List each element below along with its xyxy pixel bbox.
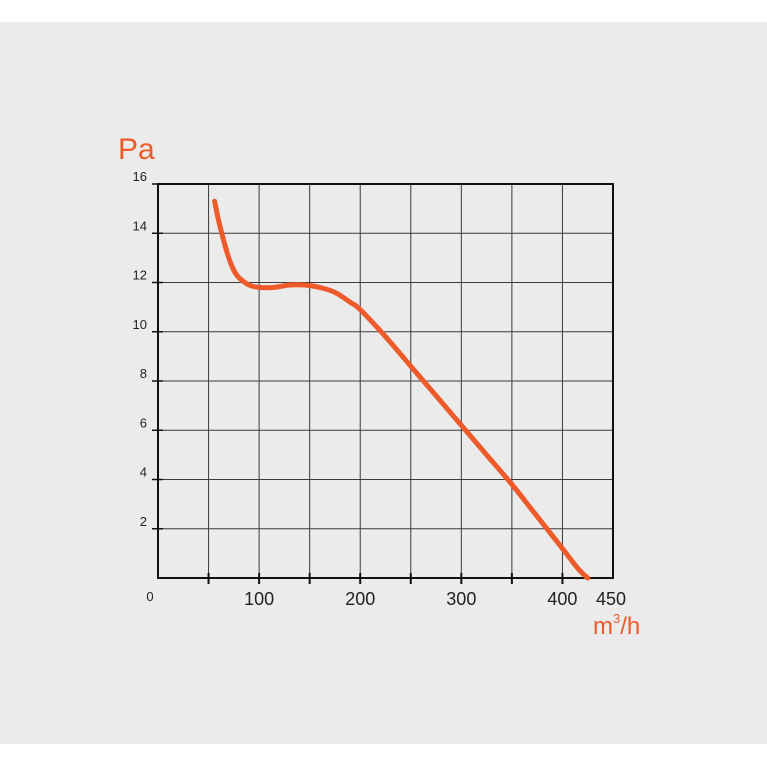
- y-tick-label: 4: [140, 465, 147, 480]
- x-unit-suffix: /h: [620, 613, 640, 640]
- series-layer: [212, 198, 591, 581]
- series-line-pressure-curve: [212, 198, 591, 581]
- y-tick-label: 8: [140, 366, 147, 381]
- y-tick-label: 12: [133, 268, 147, 283]
- x-tick-label: 0: [146, 589, 153, 604]
- y-tick-label: 6: [140, 415, 147, 430]
- x-tick-label: 300: [446, 589, 476, 609]
- x-tick-label: 400: [547, 589, 577, 609]
- chart-background: [0, 22, 767, 744]
- y-tick-label: 16: [133, 169, 147, 184]
- x-axis-ticks: 0 100 200 300 400 450: [146, 573, 626, 609]
- x-tick-label: 450: [596, 589, 626, 609]
- y-axis-unit-label: Pa: [118, 133, 155, 166]
- x-axis-unit-label: m3/h: [593, 611, 640, 640]
- x-tick-label: 100: [244, 589, 274, 609]
- x-tick-label: 200: [345, 589, 375, 609]
- y-tick-label: 14: [133, 218, 147, 233]
- y-tick-label: 10: [133, 317, 147, 332]
- y-axis-ticks: 2 4 6 8 10 12 14 16: [133, 169, 163, 530]
- x-unit-base: m: [593, 613, 613, 640]
- y-tick-label: 2: [140, 514, 147, 529]
- x-unit-superscript: 3: [613, 611, 620, 626]
